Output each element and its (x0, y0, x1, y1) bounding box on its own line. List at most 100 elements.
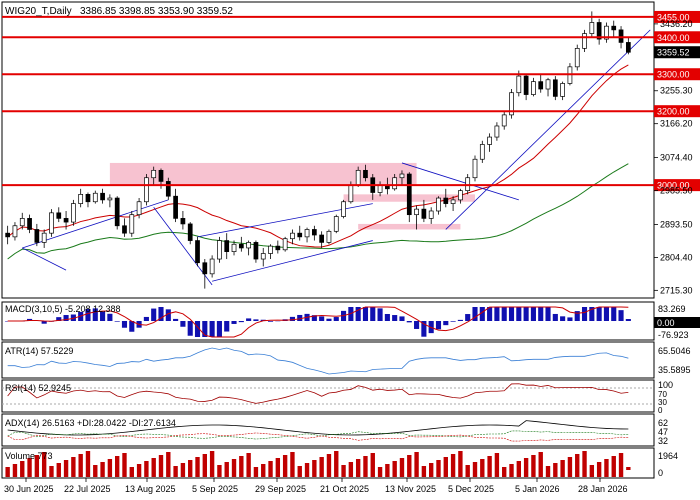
candle (85, 192, 91, 208)
volume-bar (458, 451, 463, 477)
zone-2 (358, 223, 461, 230)
macd-bar (611, 307, 617, 321)
candle (472, 155, 478, 182)
volume-bar (71, 457, 76, 477)
volume-bar (326, 454, 332, 477)
candle (311, 225, 317, 241)
volume-bar (297, 466, 302, 477)
candle (122, 218, 127, 237)
candle (625, 37, 631, 55)
volume-bar (136, 464, 142, 477)
trend-line-4 (401, 162, 519, 201)
volume-bar (231, 459, 237, 477)
level-tag-bg (654, 68, 700, 81)
volume-label: Volume 773 (5, 451, 53, 461)
macd-bar (435, 321, 442, 330)
volume-bar (443, 457, 448, 477)
macd-bar (392, 315, 398, 321)
macd-bar (289, 316, 295, 321)
macd-bar (443, 321, 449, 326)
volume-bar (290, 452, 295, 477)
volume-bar (122, 453, 127, 477)
volume-bar (428, 463, 434, 477)
volume-bar (575, 454, 580, 477)
candle (27, 214, 32, 234)
volume-bar (217, 465, 222, 477)
candle (173, 188, 178, 223)
time-label: 13 Aug 2025 (125, 484, 176, 494)
volume-bar (348, 462, 354, 477)
volume-bar (545, 466, 551, 477)
macd-bar (202, 321, 208, 337)
price-tick-2985.50: 2985.50 (660, 185, 693, 195)
volume-bar (618, 453, 624, 477)
candle (12, 222, 18, 241)
candle (129, 210, 135, 237)
candle (487, 133, 492, 152)
candle (341, 199, 346, 219)
macd-bar (581, 307, 588, 321)
volume-bar (487, 456, 492, 477)
candle (494, 122, 500, 141)
macd-bar (530, 307, 536, 321)
candle (187, 222, 193, 245)
macd-bar (92, 308, 98, 321)
price-tick-2893.50: 2893.50 (660, 219, 693, 229)
candle (217, 236, 222, 263)
macd-bar (85, 309, 91, 321)
rsi-scale-0: 0 (658, 406, 663, 415)
macd-bar (377, 308, 383, 321)
volume-bar (5, 467, 10, 477)
candle (202, 259, 208, 289)
candle (392, 174, 398, 191)
candle (589, 11, 595, 38)
adx-scale-32: 32 (658, 436, 668, 446)
ma-red-line (7, 64, 629, 248)
macd-bar (100, 311, 106, 321)
trend-line-2 (212, 240, 373, 282)
macd-bar (560, 316, 566, 321)
volume-bar (414, 452, 419, 477)
macd-bar (333, 317, 339, 321)
volume-bar (78, 454, 83, 477)
volume-bar (596, 462, 602, 477)
price-tick-3074.40: 3074.40 (660, 153, 693, 163)
volume-bar (195, 457, 200, 477)
volume-bar (27, 458, 32, 477)
macd-bar (545, 307, 551, 321)
macd-bar (41, 321, 47, 324)
candle (5, 225, 11, 245)
volume-bar (567, 457, 573, 477)
candle (406, 172, 412, 223)
adx-minus-di-line (7, 432, 629, 442)
macd-scale-bottom: -76.923 (658, 330, 689, 340)
macd-bar (596, 307, 602, 321)
volume-bar (114, 456, 120, 477)
macd-bar (253, 319, 259, 321)
candle (552, 76, 558, 101)
macd-bar (399, 316, 405, 321)
volume-bar (63, 460, 69, 477)
macd-bar (224, 321, 230, 332)
macd-bar (27, 318, 33, 321)
candle (501, 111, 507, 130)
volume-bar (304, 463, 310, 477)
candle (100, 188, 105, 204)
current-price-tag: 3359.52 (657, 48, 690, 58)
volume-bar (268, 461, 273, 477)
volume-bar (275, 458, 281, 477)
volume-bar (224, 462, 229, 477)
candle (209, 255, 215, 278)
volume-bar (450, 454, 456, 477)
adx-scale-47: 47 (658, 427, 668, 437)
level-tag-bg (654, 10, 700, 23)
macd-label: MACD(3,10,5) -5.208 12.388 (5, 304, 121, 314)
candle (509, 89, 514, 119)
macd-bar (121, 321, 128, 328)
atr-line (7, 347, 629, 375)
candle (596, 18, 602, 45)
candle (253, 240, 259, 263)
volume-bar (465, 465, 470, 477)
